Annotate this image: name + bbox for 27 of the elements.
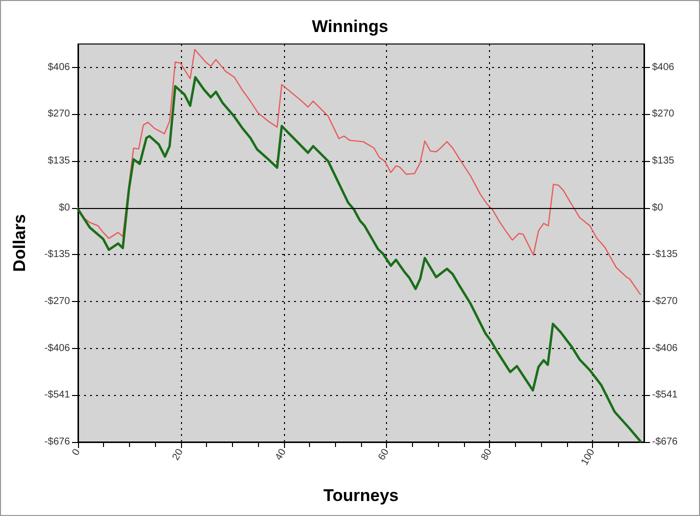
y2-tick-label: $0 [652,202,664,214]
chart-title: Winnings [312,17,388,36]
y2-tick-label: -$541 [652,390,678,401]
y2-tick-label: -$676 [652,436,678,448]
y-tick-label: $270 [48,108,70,120]
x-axis-title: Tourneys [323,486,399,505]
y-tick-label: -$406 [44,342,70,354]
y-tick-label: $135 [48,156,70,167]
y-tick-label: $0 [58,202,70,214]
x-tick-label: 80 [479,446,495,462]
y-tick-label: -$135 [44,249,70,260]
y-tick-label: -$541 [44,390,70,401]
x-tick-label: 100 [579,446,598,468]
y2-tick-label: $135 [652,156,675,167]
x-tick-label: 0 [70,446,83,458]
x-tick-label: 60 [376,446,392,462]
y-axis-title: Dollars [10,214,29,272]
y2-tick-label: -$270 [652,296,678,308]
y2-tick-label: -$135 [652,249,678,260]
y-tick-label: -$270 [44,296,70,308]
y2-tick-label: $406 [652,62,675,73]
y2-tick-label: -$406 [652,342,678,354]
y-tick-label: $406 [48,62,70,73]
y-tick-label: -$676 [44,436,70,448]
y2-tick-label: $270 [652,108,675,120]
x-tick-label: 40 [274,446,289,462]
x-tick-label: 20 [170,446,186,462]
